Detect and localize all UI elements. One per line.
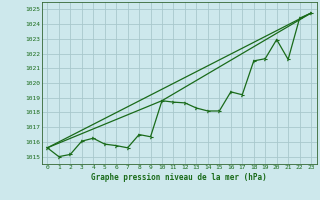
X-axis label: Graphe pression niveau de la mer (hPa): Graphe pression niveau de la mer (hPa) — [91, 173, 267, 182]
